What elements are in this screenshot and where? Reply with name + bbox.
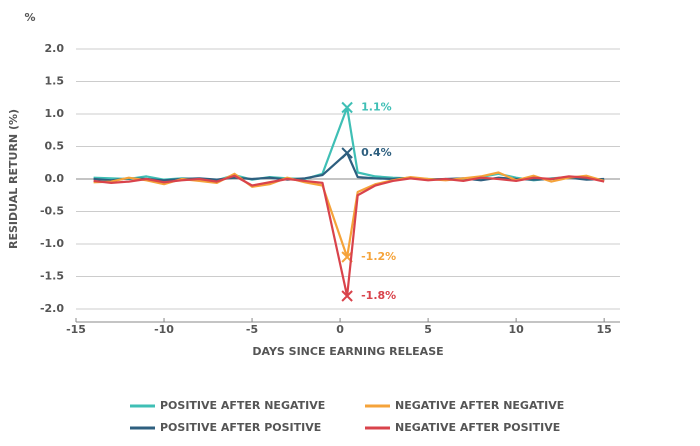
- legend-label: POSITIVE AFTER NEGATIVE: [160, 399, 325, 412]
- unit-label: %: [24, 11, 35, 24]
- y-tick-label: 1.0: [45, 107, 65, 120]
- peak-marker: [341, 290, 353, 302]
- x-tick-label: 0: [336, 323, 344, 336]
- y-tick-label: 0.0: [45, 172, 65, 185]
- y-axis-title: RESIDUAL RETURN (%): [7, 109, 20, 249]
- series-line: [93, 174, 605, 298]
- legend-label: NEGATIVE AFTER POSITIVE: [395, 421, 560, 434]
- legend-label: NEGATIVE AFTER NEGATIVE: [395, 399, 564, 412]
- data-label: 0.4%: [361, 146, 392, 159]
- y-tick-label: 0.5: [45, 140, 65, 153]
- x-tick-label: 5: [424, 323, 432, 336]
- peak-marker: [341, 101, 353, 114]
- x-tick-label: -5: [246, 323, 258, 336]
- data-label: 1.1%: [361, 101, 392, 114]
- y-tick-label: -0.5: [40, 205, 64, 218]
- x-axis-title: DAYS SINCE EARNING RELEASE: [252, 345, 443, 358]
- y-tick-label: 2.0: [45, 42, 65, 55]
- data-label: -1.2%: [361, 250, 396, 263]
- legend-label: POSITIVE AFTER POSITIVE: [160, 421, 321, 434]
- y-tick-label: 1.5: [45, 75, 65, 88]
- x-tick-label: -15: [66, 323, 86, 336]
- series-line: [93, 106, 605, 182]
- y-tick-label: -1.5: [40, 270, 64, 283]
- x-tick-label: 15: [596, 323, 611, 336]
- series-line: [93, 151, 605, 182]
- y-tick-label: -2.0: [40, 302, 64, 315]
- x-tick-label: -10: [154, 323, 174, 336]
- peak-marker: [341, 147, 353, 159]
- y-tick-label: -1.0: [40, 237, 64, 250]
- x-tick-label: 10: [508, 323, 524, 336]
- data-label: -1.8%: [361, 289, 396, 302]
